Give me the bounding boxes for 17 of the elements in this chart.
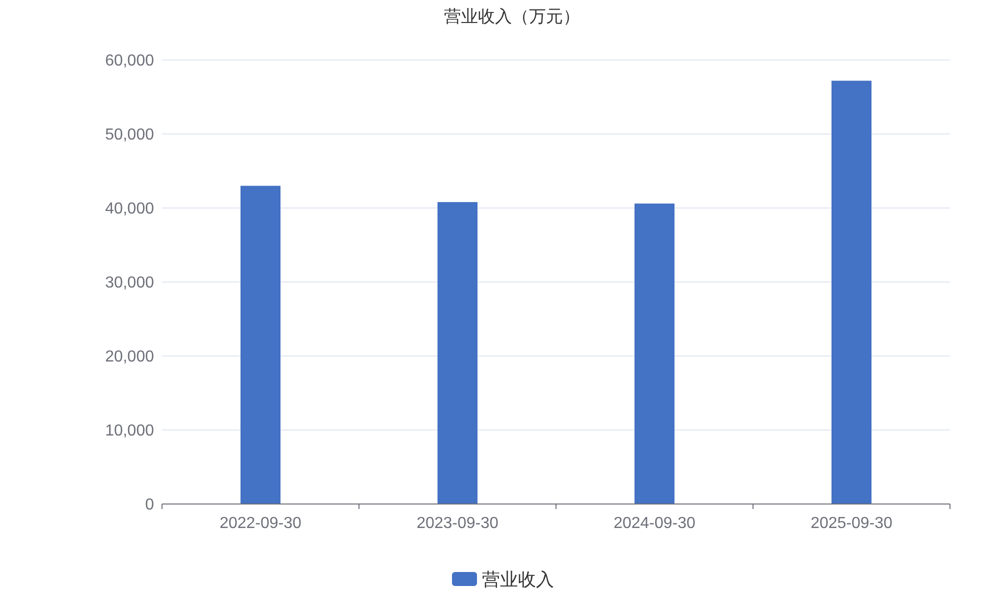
y-tick-label: 50,000	[105, 126, 154, 144]
y-tick-label: 60,000	[105, 52, 154, 70]
y-tick-label: 0	[145, 496, 154, 514]
legend-label: 营业收入	[482, 569, 554, 590]
y-tick-label: 20,000	[105, 348, 154, 366]
chart-title: 营业收入（万元）	[444, 7, 580, 26]
x-tick-label: 2024-09-30	[614, 515, 696, 532]
y-tick-label: 40,000	[105, 200, 154, 218]
bar	[240, 186, 280, 504]
bar	[832, 80, 872, 504]
x-tick-label: 2022-09-30	[220, 515, 302, 532]
y-tick-label: 30,000	[105, 274, 154, 292]
bar	[438, 202, 478, 504]
x-tick-label: 2023-09-30	[416, 515, 499, 532]
y-tick-label: 10,000	[105, 422, 154, 440]
bar	[634, 204, 674, 504]
x-tick-label: 2025-09-30	[810, 515, 893, 532]
